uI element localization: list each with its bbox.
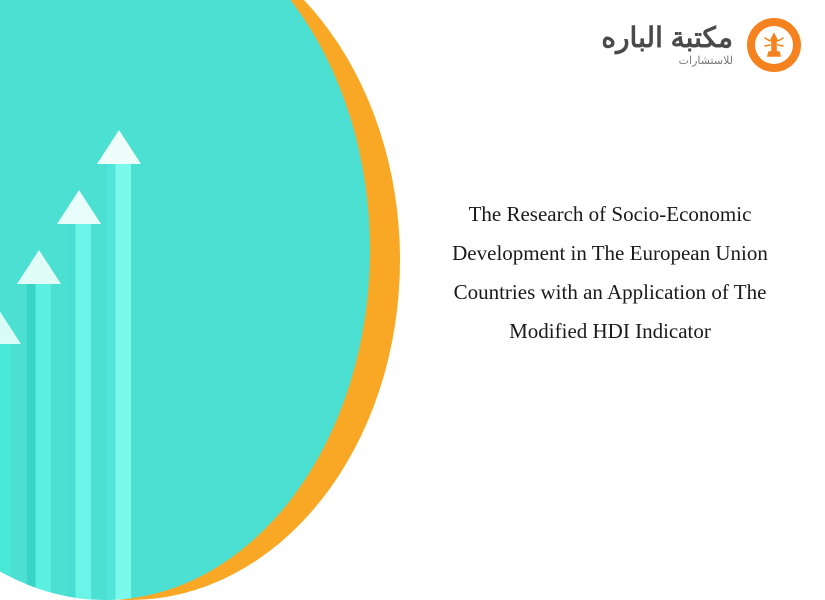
decorative-left-panel [0, 0, 380, 510]
arrow-head [57, 190, 101, 224]
logo-main-text: مكتبة الباره [601, 24, 733, 52]
growth-arrow [65, 190, 93, 600]
growth-arrow [25, 250, 53, 600]
growth-arrow [0, 310, 13, 600]
page-title: The Research of Socio-Economic Developme… [425, 195, 795, 350]
lighthouse-icon [761, 32, 787, 58]
arrow-head [17, 250, 61, 284]
arrow-shaft [67, 224, 91, 600]
arrow-shaft [0, 344, 11, 600]
logo-sub-text: للاستشارات [601, 54, 733, 67]
growth-arrow [105, 130, 133, 600]
arrow-chart [0, 130, 133, 600]
logo-text: مكتبة الباره للاستشارات [601, 24, 733, 67]
brand-logo: مكتبة الباره للاستشارات [601, 18, 801, 72]
logo-badge [747, 18, 801, 72]
arrow-head [97, 130, 141, 164]
arrow-head [0, 310, 21, 344]
logo-badge-inner [755, 26, 793, 64]
curve-teal [0, 0, 370, 600]
arrow-shaft [27, 284, 51, 600]
arrow-shaft [107, 164, 131, 600]
